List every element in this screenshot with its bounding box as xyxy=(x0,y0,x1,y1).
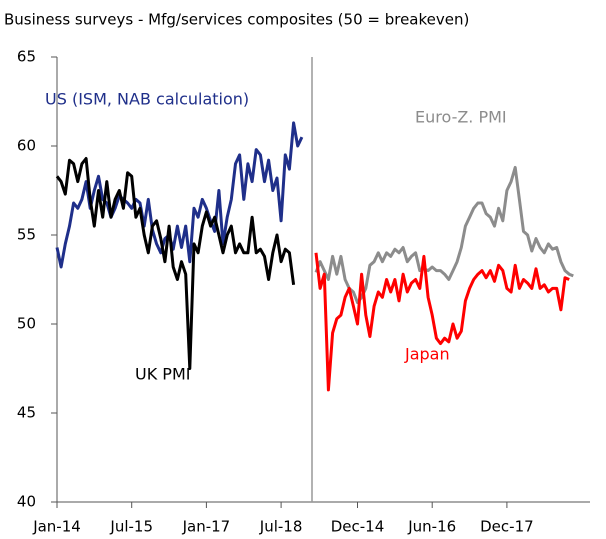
x-tick-label: Dec-14 xyxy=(331,518,385,536)
y-tick-label: 65 xyxy=(17,48,36,66)
series-line xyxy=(314,252,570,392)
x-tick-label: Dec-17 xyxy=(480,518,534,536)
series-label: Japan xyxy=(404,345,450,364)
y-tick-label: 50 xyxy=(17,315,36,333)
series-line xyxy=(55,157,296,370)
series-label: Euro-Z. PMI xyxy=(415,108,507,127)
series-line xyxy=(314,165,574,305)
y-tick-label: 40 xyxy=(17,493,36,511)
series-label: UK PMI xyxy=(135,365,190,384)
series-line xyxy=(55,121,304,269)
x-tick-label: Jan-14 xyxy=(32,518,81,536)
series-label: US (ISM, NAB calculation) xyxy=(45,90,249,109)
y-tick-label: 45 xyxy=(17,404,36,422)
x-tick-label: Jun-16 xyxy=(407,518,456,536)
chart-title: Business surveys - Mfg/services composit… xyxy=(4,11,469,29)
x-tick-label: Jul-18 xyxy=(259,518,303,536)
y-tick-label: 55 xyxy=(17,226,36,244)
x-tick-label: Jul-15 xyxy=(109,518,153,536)
x-tick-label: Jan-17 xyxy=(182,518,231,536)
y-tick-label: 60 xyxy=(17,137,36,155)
